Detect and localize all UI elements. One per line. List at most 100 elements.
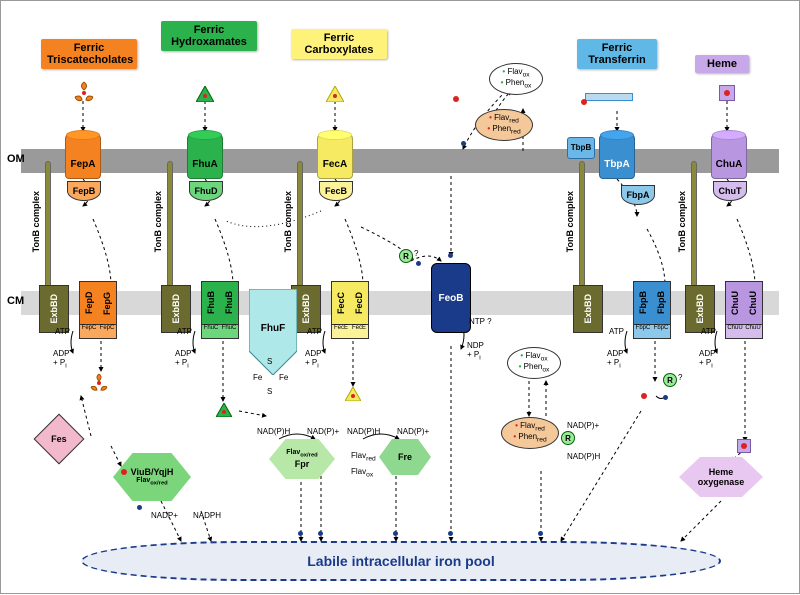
exbbd-2: ExbBD	[161, 285, 191, 333]
heme-fe-icon	[724, 90, 730, 96]
fpr: Flavox/red Fpr	[269, 439, 335, 479]
ndp: NDP + Pi	[467, 341, 484, 362]
heme-oxygenase: Heme oxygenase	[679, 457, 763, 497]
fe3-cyto-1	[121, 469, 127, 475]
atp-3: ATP	[307, 327, 322, 336]
adp-3: ADP + Pi	[305, 349, 321, 370]
fhu-abc: FhuBFhuB	[201, 281, 239, 325]
nadp-r: NAD(P)+	[567, 421, 599, 430]
hydroxamate-cyto-icon	[216, 403, 232, 422]
nadp-viub: NADP+	[151, 511, 178, 520]
catechol-cyto-icon	[89, 373, 109, 398]
r-q1: ?	[414, 249, 418, 258]
fhua-label: FhuA	[185, 159, 225, 170]
feob: FeoB	[431, 263, 471, 333]
om-label: OM	[7, 153, 25, 165]
fe2-pool-3	[393, 531, 398, 536]
atp-5: ATP	[701, 327, 716, 336]
fece: FecEFecE	[331, 325, 369, 339]
tbpb: TbpB	[567, 137, 595, 159]
header-transferrin: Ferric Transferrin	[577, 39, 657, 69]
atp-2: ATP	[177, 327, 192, 336]
flav-phen-red-extra: • Flavred • Phenred	[475, 109, 533, 141]
chu-abc: ChuUChuU	[725, 281, 763, 325]
atp-1: ATP	[55, 327, 70, 336]
nadph-fpr: NAD(P)H	[257, 427, 290, 436]
ntp: NTP ?	[469, 317, 492, 326]
adp-5: ADP + Pi	[699, 349, 715, 370]
exbbd-5: ExbBD	[685, 285, 715, 333]
nadph-fre: NAD(P)H	[347, 427, 380, 436]
viub: ViuB/YqjH Flavox/red	[113, 453, 191, 501]
tonb-label-4: TonB complex	[565, 191, 575, 252]
nadp-fre: NAD(P)+	[397, 427, 429, 436]
r-tf-cyto: R	[663, 373, 677, 387]
fhud: FhuD	[189, 181, 223, 201]
tonb-label-1: TonB complex	[31, 191, 41, 252]
fe2-pool-5	[538, 531, 543, 536]
chua-label: ChuA	[709, 159, 749, 170]
fe2-cyto-1	[137, 505, 142, 510]
tbpa-receptor	[599, 133, 635, 179]
flav-ox-fre: Flavox	[351, 467, 373, 479]
header-triscatecholates: Ferric Triscatecholates	[41, 39, 137, 69]
fhua-receptor	[187, 133, 223, 179]
fhuf-s1: S	[267, 357, 272, 366]
hydroxamate-icon	[196, 86, 214, 107]
fecb: FecB	[319, 181, 353, 201]
adp-4: ADP + Pi	[607, 349, 623, 370]
iron-pool: Labile intracellular iron pool	[81, 541, 721, 581]
fep-abc: FepDFepG	[79, 281, 117, 325]
fes: Fes	[34, 414, 85, 465]
header-carboxylates: Ferric Carboxylates	[291, 29, 387, 59]
tonb-label-5: TonB complex	[677, 191, 687, 252]
exbbd-1: ExbBD	[39, 285, 69, 333]
tonb-2	[167, 161, 173, 291]
fbpa: FbpA	[621, 185, 655, 205]
feca-label: FecA	[315, 159, 355, 170]
transferrin-icon	[585, 93, 633, 101]
tonb-1	[45, 161, 51, 291]
fec-abc: FecCFecD	[331, 281, 369, 325]
carboxylate-icon	[326, 86, 344, 107]
fepa-label: FepA	[63, 159, 103, 170]
fe2-pool-1	[298, 531, 303, 536]
tonb-5	[691, 161, 697, 291]
fe2-periplasm-2	[416, 261, 421, 266]
exbbd-4: ExbBD	[573, 285, 603, 333]
fepb: FepB	[67, 181, 101, 201]
fe2-tf-cyto	[663, 395, 668, 400]
atp-4: ATP	[609, 327, 624, 336]
carboxylate-cyto-icon	[345, 387, 361, 406]
chuu-small: ChuUChuU	[725, 325, 763, 339]
fre: Fre	[379, 439, 431, 475]
cm-label: CM	[7, 295, 24, 307]
pool-text: Labile intracellular iron pool	[307, 553, 494, 569]
fbpc: FbpCFbpC	[633, 325, 671, 339]
fhuf-fe: Fe	[253, 373, 262, 382]
fhuf-fe2: Fe	[279, 373, 288, 382]
feca-receptor	[317, 133, 353, 179]
tonb-label-3: TonB complex	[283, 191, 293, 252]
flav-phen-red-cyto: • Flavred • Phenred	[501, 417, 559, 449]
fepc: FepCFepC	[79, 325, 117, 339]
nadph-viub: NADPH	[193, 511, 221, 520]
header-heme: Heme	[695, 55, 749, 73]
fhuc: FhuCFhuC	[201, 325, 239, 339]
nadp-fpr: NAD(P)+	[307, 427, 339, 436]
free-fe3-extra	[453, 96, 459, 102]
nadph-r: NAD(P)H	[567, 452, 600, 461]
flav-phen-ox-extra: • Flavox • Phenox	[489, 63, 543, 95]
fe2-periplasm	[448, 253, 453, 258]
transferrin-fe-icon	[581, 99, 587, 105]
adp-2: ADP + Pi	[175, 349, 191, 370]
heme-fe-cyto	[741, 443, 747, 449]
fhuf-label: FhuF	[251, 323, 295, 334]
fhuf-s2: S	[267, 387, 272, 396]
r-periplasm: R	[399, 249, 413, 263]
triscatecholate-icon	[73, 81, 95, 103]
r-cyto: R	[561, 431, 575, 445]
header-hydroxamates: Ferric Hydroxamates	[161, 21, 257, 51]
free-fe2-extra	[461, 141, 466, 146]
tonb-3	[297, 161, 303, 291]
